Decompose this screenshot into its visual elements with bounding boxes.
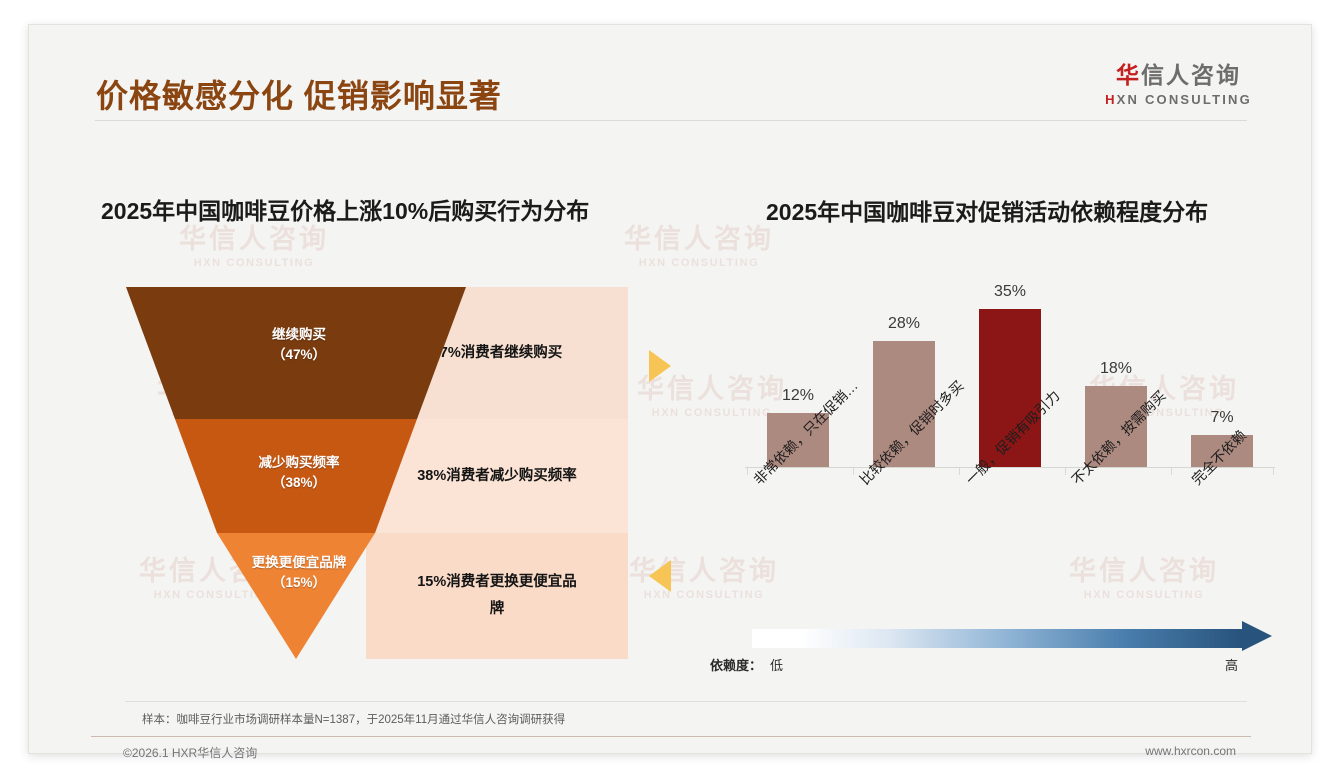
source-note: 样本：咖啡豆行业市场调研样本量N=1387，于2025年11月通过华信人咨询调研…	[142, 714, 566, 726]
brand-logo: 华信人咨询 HXN CONSULTING	[1086, 62, 1271, 107]
bar[interactable]	[767, 413, 829, 467]
axis-tick	[853, 468, 854, 475]
funnel-stage-callout: 15%消费者更换更便宜品牌	[366, 533, 628, 659]
funnel-stage-shape	[126, 287, 466, 419]
axis-tick	[1065, 468, 1066, 475]
watermark: 华信人咨询 HXN CONSULTING	[624, 223, 774, 271]
axis-tick	[1273, 468, 1274, 475]
source-divider	[125, 701, 1247, 702]
funnel-stage[interactable]: 15%消费者更换更便宜品牌 更换更便宜品牌 （15%）	[126, 533, 628, 659]
axis-tick	[959, 468, 960, 475]
bar-column[interactable]: 28%	[851, 287, 957, 467]
header-divider	[95, 120, 1247, 121]
funnel-stage-name: 继续购买	[272, 327, 326, 342]
funnel-stage-label: 减少购买频率 （38%）	[204, 453, 394, 494]
bar[interactable]	[1085, 386, 1147, 467]
chart-plot-area: 12% 28% 35% 18% 7%	[745, 283, 1275, 467]
funnel-stage-callout-text: 47%消费者继续购买	[431, 344, 563, 361]
axis-tick	[747, 468, 748, 475]
bar-column[interactable]: 18%	[1063, 287, 1169, 467]
watermark-line2: HXN CONSULTING	[638, 256, 760, 269]
logo-chinese-rest: 信人咨询	[1141, 62, 1241, 88]
slide-canvas: 价格敏感分化 促销影响显著 华信人咨询 HXN CONSULTING 华信人咨询…	[28, 24, 1312, 760]
funnel-stage[interactable]: 47%消费者继续购买 继续购买 （47%）	[126, 287, 628, 419]
bar-column[interactable]: 7%	[1169, 287, 1275, 467]
watermark: 华信人咨询 HXN CONSULTING	[179, 223, 329, 271]
right-arrow-icon	[649, 350, 671, 382]
logo-english: HXN CONSULTING	[1086, 92, 1271, 107]
bar[interactable]	[873, 341, 935, 467]
logo-english-highlight: H	[1105, 91, 1117, 107]
funnel-stage-label: 继续购买 （47%）	[204, 325, 394, 366]
legend-low-label: 低	[770, 658, 784, 673]
bar-highlighted[interactable]	[979, 309, 1041, 467]
logo-chinese: 华信人咨询	[1086, 62, 1271, 89]
funnel-stage-shape	[217, 533, 375, 659]
watermark-line2: HXN CONSULTING	[193, 256, 315, 269]
promotion-dependency-bar-chart: 12% 28% 35% 18% 7%	[745, 283, 1275, 617]
bar[interactable]	[1191, 435, 1253, 467]
watermark-line1: 华信人咨询	[624, 224, 774, 254]
funnel-stage-name: 减少购买频率	[258, 455, 340, 470]
bar-value-label: 7%	[1210, 409, 1234, 426]
watermark-line1: 华信人咨询	[179, 224, 329, 254]
funnel-stage-name: 更换更便宜品牌	[251, 555, 347, 570]
footer-divider	[91, 736, 1251, 737]
left-arrow-icon	[649, 560, 671, 592]
funnel-stage-callout-text: 15%消费者更换更便宜品牌	[417, 574, 577, 617]
right-panel-title: 2025年中国咖啡豆对促销活动依赖程度分布	[766, 199, 1209, 225]
purchase-behavior-funnel: 47%消费者继续购买 继续购买 （47%） 38%消费者减少购买频率 减少购买频…	[126, 287, 628, 659]
dependency-scale-legend: 依赖度： 低 高	[710, 621, 1275, 675]
bar-value-label: 28%	[887, 315, 921, 332]
gradient-bar	[752, 629, 1242, 648]
funnel-stage-value: （47%）	[271, 347, 327, 363]
bar-value-label: 18%	[1099, 360, 1133, 377]
footer-copyright: ©2026.1 HXR华信人咨询	[123, 746, 258, 760]
bar-column[interactable]: 12%	[745, 287, 851, 467]
legend-title: 依赖度：	[710, 658, 763, 673]
legend-high-label: 高	[1225, 658, 1239, 673]
funnel-stage[interactable]: 38%消费者减少购买频率 减少购买频率 （38%）	[126, 419, 628, 533]
logo-chinese-highlight: 华	[1116, 62, 1141, 88]
page-title: 价格敏感分化 促销影响显著	[96, 78, 502, 114]
x-axis-line	[745, 467, 1275, 468]
bar-value-label: 35%	[993, 283, 1027, 300]
slide-header: 价格敏感分化 促销影响显著 华信人咨询 HXN CONSULTING	[29, 25, 1311, 123]
bar-column[interactable]: 35%	[957, 283, 1063, 467]
funnel-stage-shape	[175, 419, 417, 533]
funnel-stage-label: 更换更便宜品牌 （15%）	[204, 553, 394, 594]
bar-value-label: 12%	[781, 387, 815, 404]
funnel-stage-value: （15%）	[271, 575, 327, 591]
funnel-stage-callout-text: 38%消费者减少购买频率	[417, 467, 577, 484]
left-panel-title: 2025年中国咖啡豆价格上涨10%后购买行为分布	[101, 198, 590, 224]
gradient-arrow-icon	[1242, 621, 1272, 651]
logo-english-rest: XN CONSULTING	[1116, 91, 1252, 107]
funnel-stage-value: （38%）	[271, 475, 327, 491]
footer-website[interactable]: www.hxrcon.com	[1145, 744, 1236, 758]
axis-tick	[1171, 468, 1172, 475]
